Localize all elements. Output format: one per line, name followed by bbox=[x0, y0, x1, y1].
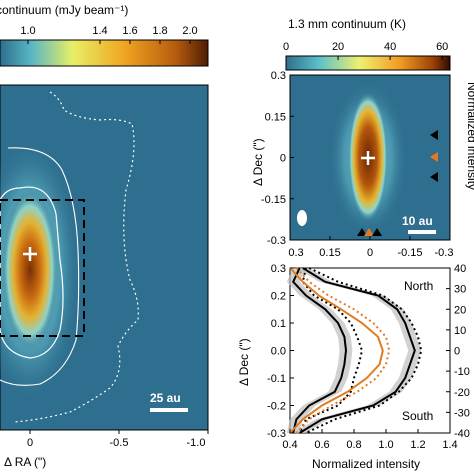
bottom-right-right-tick-label: 20 bbox=[454, 304, 466, 316]
bottom-right-y-ticks: 0.3 0.2 0.1 0.0 -0.1 -0.2 -0.3 bbox=[267, 263, 294, 440]
bottom-markers bbox=[357, 228, 382, 236]
bottom-right-y-tick-label: -0.3 bbox=[267, 428, 286, 440]
right-colorbar-tick-label: 20 bbox=[332, 41, 344, 53]
top-right-y-ticks: 0.3 0.15 0 -0.15 -0.3 bbox=[261, 70, 294, 247]
annotation-north: North bbox=[404, 279, 433, 293]
left-scale-label: 25 au bbox=[150, 391, 181, 405]
bottom-right-x-tick-label: 1.0 bbox=[378, 439, 393, 451]
left-colorbar-tick-label: 1.4 bbox=[92, 25, 107, 37]
bottom-right-x-tick-label: 0.6 bbox=[314, 439, 329, 451]
bottom-right-x-tick-label: 1.2 bbox=[410, 439, 425, 451]
left-colorbar-ticks: 1.0 1.4 1.6 1.8 2.0 bbox=[20, 25, 198, 44]
left-colorbar-label: continuum (mJy beam⁻¹) bbox=[0, 3, 128, 17]
left-x-tick-label: -0.5 bbox=[110, 437, 129, 449]
annotation-south: South bbox=[402, 409, 433, 423]
right-vertical-label: Normalized intensity bbox=[465, 82, 474, 190]
side-marker-black-top-icon bbox=[430, 130, 438, 140]
bottom-right-y-tick-label: 0.1 bbox=[271, 318, 286, 330]
profile-series bbox=[289, 267, 423, 434]
top-right-y-tick-label: -0.15 bbox=[261, 194, 286, 206]
bottom-right-panel: 0.3 0.2 0.1 0.0 -0.1 -0.2 -0.3 40 30 20 10 0 -10 -20… bbox=[237, 263, 470, 471]
right-colorbar-tick-label: 0 bbox=[283, 41, 289, 53]
bottom-right-y-tick-label: 0.2 bbox=[271, 291, 286, 303]
marker-black-right-icon bbox=[372, 228, 382, 236]
bottom-right-ylabel: Δ Dec (") bbox=[237, 338, 251, 386]
right-colorbar-tick-label: 60 bbox=[436, 41, 448, 53]
bottom-right-x-tick-label: 1.4 bbox=[442, 439, 457, 451]
profile-uncertainty-band bbox=[286, 268, 353, 433]
marker-black-left-icon bbox=[357, 228, 367, 236]
left-panel: continuum (mJy beam⁻¹) 1.0 1.4 1.6 1.8 2.0 2… bbox=[0, 3, 209, 469]
profile-series-line-4 bbox=[289, 267, 384, 434]
bottom-right-right-tick-label: -20 bbox=[454, 387, 470, 399]
bottom-right-y-tick-label: -0.1 bbox=[267, 373, 286, 385]
right-scale-bar bbox=[408, 230, 436, 234]
left-colorbar-tick-label: 2.0 bbox=[182, 25, 197, 37]
top-right-x-tick-label: 0.3 bbox=[288, 247, 303, 259]
top-right-y-tick-label: 0.15 bbox=[265, 111, 286, 123]
top-right-y-tick-label: 0 bbox=[280, 153, 286, 165]
left-zoom-box bbox=[0, 199, 85, 337]
bottom-right-y-tick-label: 0.3 bbox=[271, 263, 286, 275]
top-right-x-ticks: 0.3 0.15 0 -0.15 -0.3 bbox=[288, 236, 453, 259]
top-right-x-tick-label: 0.15 bbox=[319, 247, 340, 259]
top-right-y-tick-label: -0.3 bbox=[267, 235, 286, 247]
profile-series-line-5 bbox=[295, 267, 391, 434]
left-scale-bar bbox=[150, 408, 188, 412]
bottom-right-right-tick-label: -30 bbox=[454, 407, 470, 419]
left-colorbar bbox=[0, 39, 209, 67]
profile-series-line-1 bbox=[305, 267, 423, 434]
left-x-ticks: 0 -0.5 -1.0 bbox=[27, 430, 209, 449]
bottom-right-x-tick-label: 0.8 bbox=[346, 439, 361, 451]
left-xlabel: Δ RA (") bbox=[4, 455, 46, 469]
marker-orange-icon bbox=[364, 228, 374, 236]
top-right-ylabel: Δ Dec (") bbox=[251, 138, 265, 186]
profile-bands bbox=[286, 268, 422, 433]
left-colorbar-tick-label: 1.6 bbox=[122, 25, 137, 37]
bottom-right-x-ticks: 0.4 0.6 0.8 1.0 1.2 1.4 bbox=[282, 429, 458, 451]
side-marker-black-bottom-icon bbox=[430, 172, 438, 182]
top-right-x-tick-label: -0.15 bbox=[397, 247, 422, 259]
left-x-tick-label: 0 bbox=[27, 437, 33, 449]
bottom-right-y-tick-label: 0.0 bbox=[271, 346, 286, 358]
profile-series-line-2 bbox=[292, 267, 348, 434]
beam-ellipse bbox=[297, 210, 307, 226]
side-marker-orange-icon bbox=[430, 152, 438, 162]
left-outer-contour bbox=[0, 147, 80, 386]
left-x-tick-label: -1.0 bbox=[187, 437, 206, 449]
profile-series-line-3 bbox=[298, 267, 364, 434]
left-core bbox=[2, 190, 58, 350]
top-right-panel: 1.3 mm continuum (K) 0 20 40 60 10 au 0.30.… bbox=[251, 17, 474, 259]
bottom-right-right-tick-label: 40 bbox=[454, 263, 466, 275]
bottom-right-y-tick-label: -0.2 bbox=[267, 401, 286, 413]
right-colorbar-ticks: 0 20 40 60 bbox=[283, 41, 448, 60]
right-scale-label: 10 au bbox=[402, 214, 433, 228]
bottom-right-xlabel: Normalized intensity bbox=[312, 457, 420, 471]
right-center-cross-icon bbox=[361, 151, 375, 165]
bottom-right-right-ticks: 40 30 20 10 0 -10 -20 -30 -40 bbox=[446, 263, 470, 440]
bottom-right-right-tick-label: 30 bbox=[454, 284, 466, 296]
bottom-right-right-tick-label: -10 bbox=[454, 366, 470, 378]
top-right-x-tick-label: -0.3 bbox=[435, 247, 454, 259]
side-markers bbox=[430, 130, 438, 182]
bottom-right-right-tick-label: 0 bbox=[454, 346, 460, 358]
left-colorbar-tick-label: 1.0 bbox=[20, 25, 35, 37]
top-right-y-tick-label: 0.3 bbox=[271, 70, 286, 82]
right-colorbar bbox=[285, 55, 451, 71]
left-dotted-contour bbox=[13, 91, 139, 423]
bottom-right-right-tick-label: -40 bbox=[454, 428, 470, 440]
top-right-x-tick-label: 0 bbox=[367, 247, 373, 259]
right-colorbar-tick-label: 40 bbox=[384, 41, 396, 53]
profile-series-line-0 bbox=[299, 267, 416, 434]
right-colorbar-label: 1.3 mm continuum (K) bbox=[288, 17, 406, 31]
left-colorbar-tick-label: 1.8 bbox=[152, 25, 167, 37]
bottom-right-right-tick-label: 10 bbox=[454, 325, 466, 337]
left-center-cross-icon bbox=[23, 247, 37, 261]
bottom-right-x-tick-label: 0.4 bbox=[282, 439, 297, 451]
